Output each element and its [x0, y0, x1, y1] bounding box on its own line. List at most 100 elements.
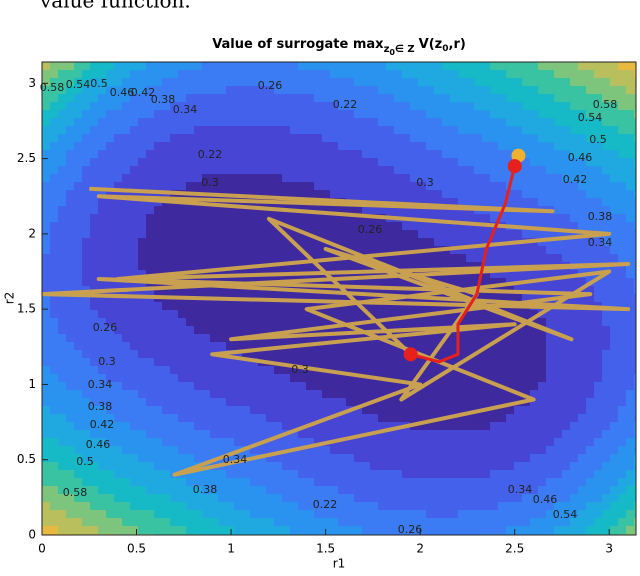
contour-cell: [194, 118, 203, 127]
contour-cell: [634, 270, 636, 279]
contour-cell: [474, 518, 483, 527]
title-part: 0: [442, 44, 448, 54]
contour-cell: [234, 438, 243, 447]
contour-cell: [378, 510, 387, 519]
contour-cell: [282, 70, 291, 79]
contour-cell: [82, 206, 91, 215]
contour-cell: [554, 470, 563, 479]
contour-cell: [442, 174, 451, 183]
x-tick-label: 0.5: [127, 542, 146, 556]
contour-cell: [482, 182, 491, 191]
contour-cell: [82, 382, 91, 391]
contour-cell: [282, 382, 291, 391]
contour-cell: [474, 398, 483, 407]
contour-cell: [498, 462, 507, 471]
contour-cell: [578, 222, 587, 231]
contour-cell: [522, 518, 531, 527]
contour-cell: [194, 78, 203, 87]
contour-cell: [274, 246, 283, 255]
contour-cell: [362, 470, 371, 479]
contour-cell: [202, 518, 211, 527]
contour-cell: [546, 358, 555, 367]
contour-cell: [482, 86, 491, 95]
contour-cell: [130, 78, 139, 87]
contour-cell: [330, 158, 339, 167]
contour-cell: [242, 342, 251, 351]
contour-cell: [482, 238, 491, 247]
contour-cell: [354, 310, 363, 319]
contour-cell: [562, 78, 571, 87]
contour-cell: [498, 246, 507, 255]
contour-cell: [210, 158, 219, 167]
contour-cell: [594, 102, 603, 111]
contour-cell: [618, 334, 627, 343]
contour-cell: [578, 182, 587, 191]
contour-cell: [378, 230, 387, 239]
contour-cell: [354, 182, 363, 191]
contour-cell: [538, 142, 547, 151]
contour-cell: [618, 222, 627, 231]
contour-cell: [378, 438, 387, 447]
contour-cell: [586, 238, 595, 247]
contour-cell: [530, 294, 539, 303]
contour-cell: [162, 158, 171, 167]
contour-cell: [426, 262, 435, 271]
contour-cell: [434, 230, 443, 239]
contour-cell: [386, 422, 395, 431]
contour-cell: [226, 286, 235, 295]
contour-cell: [290, 70, 299, 79]
contour-cell: [602, 150, 611, 159]
contour-cell: [138, 270, 147, 279]
contour-cell: [442, 494, 451, 503]
contour-cell: [522, 326, 531, 335]
contour-cell: [298, 254, 307, 263]
contour-cell: [338, 134, 347, 143]
contour-cell: [42, 174, 51, 183]
contour-cell: [450, 470, 459, 479]
contour-cell: [530, 70, 539, 79]
contour-cell: [610, 526, 619, 535]
contour-cell: [578, 78, 587, 87]
contour-cell: [610, 494, 619, 503]
contour-cell: [634, 286, 636, 295]
contour-cell: [442, 510, 451, 519]
contour-cell: [146, 86, 155, 95]
contour-cell: [154, 446, 163, 455]
contour-cell: [74, 398, 83, 407]
contour-cell: [82, 334, 91, 343]
contour-cell: [474, 78, 483, 87]
contour-cell: [50, 326, 59, 335]
contour-cell: [114, 414, 123, 423]
contour-cell: [90, 382, 99, 391]
contour-cell: [130, 302, 139, 311]
contour-cell: [466, 342, 475, 351]
contour-cell: [418, 526, 427, 535]
contour-cell: [482, 254, 491, 263]
contour-cell: [354, 294, 363, 303]
contour-cell: [498, 414, 507, 423]
contour-cell: [362, 246, 371, 255]
contour-cell: [546, 454, 555, 463]
contour-cell: [450, 94, 459, 103]
contour-cell: [90, 414, 99, 423]
contour-cell: [258, 254, 267, 263]
contour-cell: [202, 382, 211, 391]
contour-cell: [314, 126, 323, 135]
contour-cell: [418, 70, 427, 79]
contour-cell: [466, 158, 475, 167]
contour-cell: [514, 454, 523, 463]
contour-cell: [578, 470, 587, 479]
contour-cell: [562, 446, 571, 455]
contour-cell: [378, 278, 387, 287]
contour-cell: [594, 462, 603, 471]
contour-cell: [314, 230, 323, 239]
contour-cell: [362, 462, 371, 471]
contour-cell: [42, 422, 51, 431]
contour-cell: [138, 94, 147, 103]
contour-cell: [226, 486, 235, 495]
contour-cell: [330, 414, 339, 423]
contour-cell: [442, 142, 451, 151]
contour-cell: [530, 382, 539, 391]
contour-cell: [362, 78, 371, 87]
contour-cell: [418, 278, 427, 287]
